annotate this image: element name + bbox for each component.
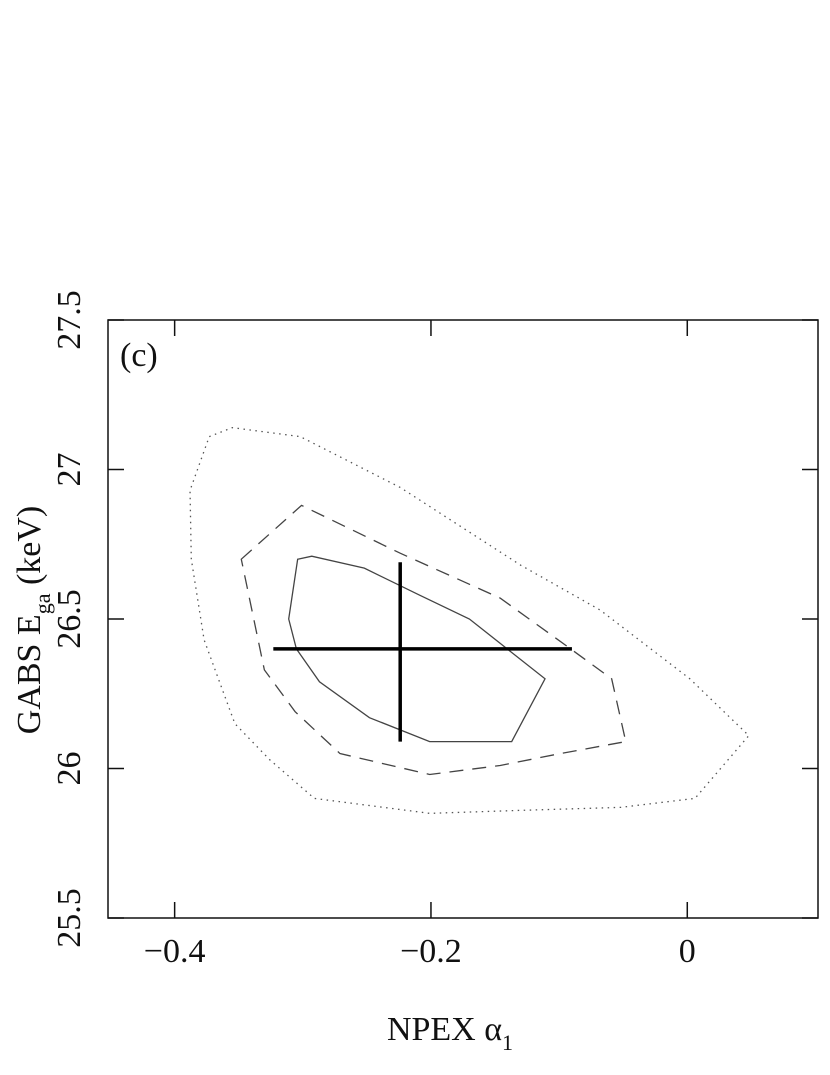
- x-tick-label: −0.4: [144, 933, 206, 970]
- y-label-unit: (keV): [11, 506, 48, 594]
- plot-frame: [107, 319, 819, 919]
- y-tick-label: 27.5: [51, 290, 88, 350]
- x-axis-label: NPEX α1: [387, 1011, 513, 1055]
- y-tick-label: 27: [51, 453, 88, 487]
- contour: [189, 426, 750, 815]
- y-tick-label: 25.5: [51, 888, 88, 948]
- x-label-main: NPEX α: [387, 1011, 502, 1048]
- annotation: (c): [120, 337, 158, 374]
- y-label-main: GABS E: [11, 614, 48, 734]
- contour: [240, 504, 627, 776]
- y-tick-label: 26.5: [51, 589, 88, 649]
- x-label-sub: 1: [502, 1030, 513, 1055]
- x-tick-label: 0: [679, 933, 696, 970]
- y-label-sub: ga: [30, 593, 55, 614]
- y-axis-label: GABS Ega (keV): [11, 506, 55, 735]
- contour: [288, 555, 546, 743]
- y-tick-label: 26: [51, 752, 88, 786]
- x-tick-label: −0.2: [400, 933, 462, 970]
